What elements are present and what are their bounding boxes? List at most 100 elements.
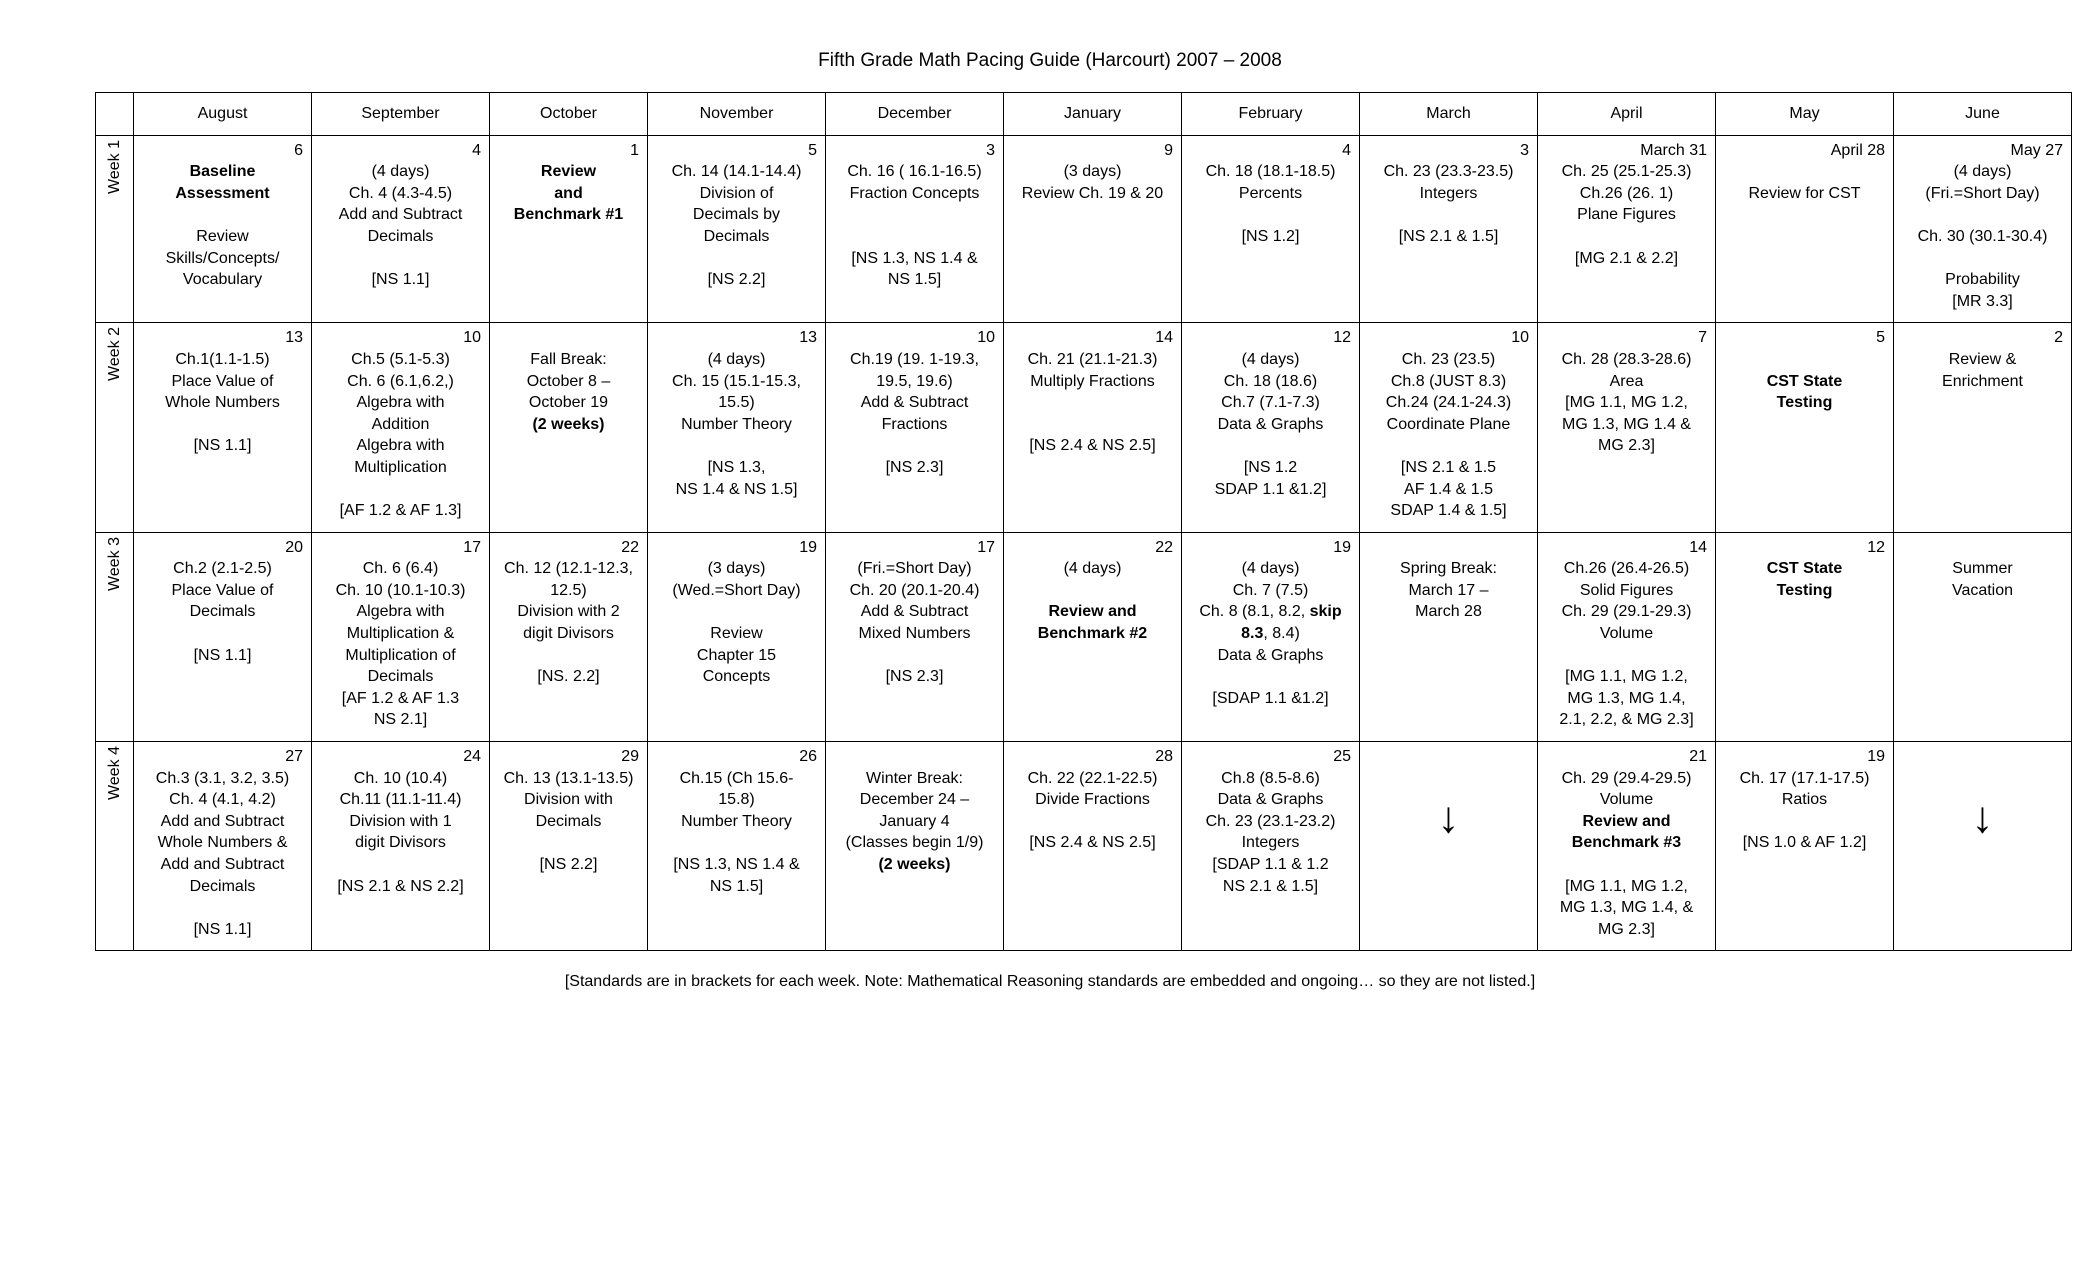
cell-line: Data & Graphs bbox=[1188, 789, 1353, 811]
cell-date: 4 bbox=[318, 140, 483, 162]
cell-body: Ch. 18 (18.1-18.5)Percents [NS 1.2] bbox=[1188, 161, 1353, 247]
cell-line: Add and Subtract bbox=[140, 811, 305, 833]
cell-body: Ch. 10 (10.4)Ch.11 (11.1-11.4)Division w… bbox=[318, 768, 483, 898]
cell-line: Assessment bbox=[140, 183, 305, 205]
cell-body: Review for CST bbox=[1722, 161, 1887, 204]
cell-line: CST State bbox=[1722, 371, 1887, 393]
cell-line: Enrichment bbox=[1900, 371, 2065, 393]
week-row: Week 320Ch.2 (2.1-2.5)Place Value ofDeci… bbox=[96, 532, 2072, 741]
cell-body: Ch.15 (Ch 15.6-15.8)Number Theory [NS 1.… bbox=[654, 768, 819, 898]
cell-date: 2 bbox=[1900, 327, 2065, 349]
cell-line: Review & bbox=[1900, 349, 2065, 371]
cell-line: Ch. 15 (15.1-15.3, bbox=[654, 371, 819, 393]
grid-cell: 17(Fri.=Short Day)Ch. 20 (20.1-20.4)Add … bbox=[826, 532, 1004, 741]
grid-cell: 4(4 days)Ch. 4 (4.3-4.5)Add and Subtract… bbox=[312, 135, 490, 323]
page-title: Fifth Grade Math Pacing Guide (Harcourt)… bbox=[95, 50, 2005, 72]
cell-line: Algebra with bbox=[318, 392, 483, 414]
grid-cell: 19(4 days)Ch. 7 (7.5)Ch. 8 (8.1, 8.2, sk… bbox=[1182, 532, 1360, 741]
cell-line: Ch.24 (24.1-24.3) bbox=[1366, 392, 1531, 414]
grid-cell: 1ReviewandBenchmark #1 bbox=[490, 135, 648, 323]
cell-line bbox=[1900, 537, 2065, 559]
cell-line: digit Divisors bbox=[318, 832, 483, 854]
cell-line: Ch. 25 (25.1-25.3) bbox=[1544, 161, 1709, 183]
week-label: Week 3 bbox=[104, 537, 126, 591]
grid-cell: 22(4 days) Review andBenchmark #2 bbox=[1004, 532, 1182, 741]
cell-line: (4 days) bbox=[318, 161, 483, 183]
cell-body: Ch. 28 (28.3-28.6)Area[MG 1.1, MG 1.2,MG… bbox=[1544, 349, 1709, 457]
cell-line: Ch. 22 (22.1-22.5) bbox=[1010, 768, 1175, 790]
cell-line: Data & Graphs bbox=[1188, 645, 1353, 667]
cell-line: AF 1.4 & 1.5 bbox=[1366, 479, 1531, 501]
cell-line: Division with bbox=[496, 789, 641, 811]
cell-line: Review bbox=[140, 226, 305, 248]
cell-line: [MG 2.1 & 2.2] bbox=[1544, 248, 1709, 270]
cell-line bbox=[1544, 854, 1709, 876]
cell-line: 12.5) bbox=[496, 580, 641, 602]
cell-date: 24 bbox=[318, 746, 483, 768]
cell-line: Review bbox=[654, 623, 819, 645]
week-label: Week 2 bbox=[104, 327, 126, 381]
week-row: Week 213Ch.1(1.1-1.5)Place Value ofWhole… bbox=[96, 323, 2072, 532]
cell-line: (2 weeks) bbox=[496, 414, 641, 436]
cell-body: Ch.3 (3.1, 3.2, 3.5)Ch. 4 (4.1, 4.2)Add … bbox=[140, 768, 305, 941]
grid-cell: ↓ bbox=[1360, 742, 1538, 951]
cell-date: May 27 bbox=[1900, 140, 2065, 162]
cell-body: Fall Break:October 8 –October 19(2 weeks… bbox=[496, 327, 641, 435]
cell-line: Division of bbox=[654, 183, 819, 205]
week-row: Week 16BaselineAssessment ReviewSkills/C… bbox=[96, 135, 2072, 323]
cell-line: [SDAP 1.1 &1.2] bbox=[1188, 688, 1353, 710]
cell-line: Ch. 8 (8.1, 8.2, skip bbox=[1188, 601, 1353, 623]
cell-line: Mixed Numbers bbox=[832, 623, 997, 645]
cell-line: Algebra with bbox=[318, 601, 483, 623]
corner-cell bbox=[96, 93, 134, 136]
cell-line: [AF 1.2 & AF 1.3 bbox=[318, 688, 483, 710]
grid-cell: 24Ch. 10 (10.4)Ch.11 (11.1-11.4)Division… bbox=[312, 742, 490, 951]
cell-line: Decimals bbox=[654, 226, 819, 248]
cell-line: Benchmark #2 bbox=[1010, 623, 1175, 645]
cell-date: 14 bbox=[1544, 537, 1709, 559]
cell-line: Algebra with bbox=[318, 435, 483, 457]
cell-line: March 17 – bbox=[1366, 580, 1531, 602]
cell-line: Benchmark #1 bbox=[496, 204, 641, 226]
cell-body: (4 days)Ch. 15 (15.1-15.3,15.5)Number Th… bbox=[654, 349, 819, 500]
cell-line: Testing bbox=[1722, 580, 1887, 602]
cell-line bbox=[1010, 414, 1175, 436]
cell-line bbox=[1010, 811, 1175, 833]
cell-line: [MG 1.1, MG 1.2, bbox=[1544, 392, 1709, 414]
cell-line: Whole Numbers bbox=[140, 392, 305, 414]
cell-line: [NS 2.2] bbox=[654, 269, 819, 291]
cell-line: Skills/Concepts/ bbox=[140, 248, 305, 270]
cell-line: (2 weeks) bbox=[832, 854, 997, 876]
grid-cell: 5 CST StateTesting bbox=[1716, 323, 1894, 532]
cell-line: MG 1.3, MG 1.4, bbox=[1544, 688, 1709, 710]
month-header: January bbox=[1004, 93, 1182, 136]
grid-cell: 3Ch. 23 (23.3-23.5)Integers [NS 2.1 & 1.… bbox=[1360, 135, 1538, 323]
week-label-cell: Week 3 bbox=[96, 532, 134, 741]
cell-line: NS 1.4 & NS 1.5] bbox=[654, 479, 819, 501]
cell-line: 8.3, 8.4) bbox=[1188, 623, 1353, 645]
cell-date: 6 bbox=[140, 140, 305, 162]
grid-cell: 14Ch. 21 (21.1-21.3)Multiply Fractions [… bbox=[1004, 323, 1182, 532]
header-row: August September October November Decemb… bbox=[96, 93, 2072, 136]
cell-body: (3 days)(Wed.=Short Day) ReviewChapter 1… bbox=[654, 558, 819, 688]
cell-body: Ch.2 (2.1-2.5)Place Value ofDecimals [NS… bbox=[140, 558, 305, 666]
grid-cell: 9(3 days)Review Ch. 19 & 20 bbox=[1004, 135, 1182, 323]
cell-line: Add and Subtract bbox=[140, 854, 305, 876]
cell-date: 10 bbox=[318, 327, 483, 349]
page: Fifth Grade Math Pacing Guide (Harcourt)… bbox=[0, 0, 2100, 1021]
cell-line: [NS 2.1 & 1.5] bbox=[1366, 226, 1531, 248]
week-label-cell: Week 2 bbox=[96, 323, 134, 532]
grid-cell: 3Ch. 16 ( 16.1-16.5)Fraction Concepts [N… bbox=[826, 135, 1004, 323]
cell-line: Multiply Fractions bbox=[1010, 371, 1175, 393]
cell-line: MG 2.3] bbox=[1544, 435, 1709, 457]
cell-line: Ch. 18 (18.1-18.5) bbox=[1188, 161, 1353, 183]
cell-line: Ch.1(1.1-1.5) bbox=[140, 349, 305, 371]
cell-line: SDAP 1.4 & 1.5] bbox=[1366, 500, 1531, 522]
cell-line: Decimals bbox=[318, 666, 483, 688]
cell-line: Testing bbox=[1722, 392, 1887, 414]
cell-line bbox=[140, 414, 305, 436]
cell-line: (4 days) bbox=[1010, 558, 1175, 580]
week-row: Week 427Ch.3 (3.1, 3.2, 3.5)Ch. 4 (4.1, … bbox=[96, 742, 2072, 951]
cell-date: 22 bbox=[1010, 537, 1175, 559]
cell-line: Ch.8 (JUST 8.3) bbox=[1366, 371, 1531, 393]
